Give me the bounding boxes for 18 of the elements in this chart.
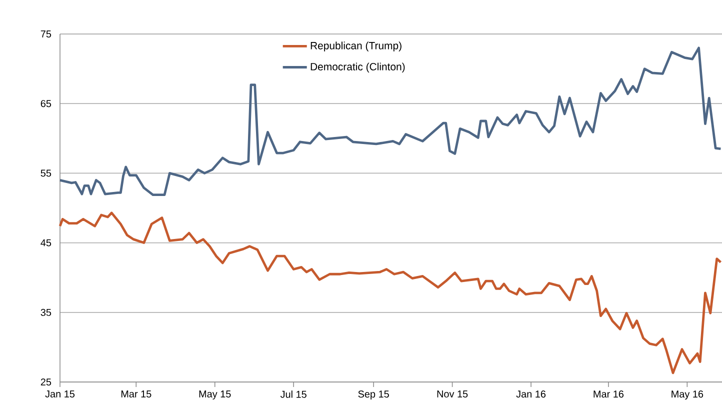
x-tick-label: Jul 15	[280, 390, 306, 398]
x-tick-label: Mar 15	[121, 390, 152, 398]
y-tick-label: 55	[40, 170, 52, 177]
y-tick-label: 25	[40, 378, 52, 386]
x-tick-label: May 15	[199, 390, 231, 400]
x-tick-label: Sep 15	[358, 390, 389, 400]
x-tick-label: Jan 15	[45, 390, 75, 398]
y-tick-label: 45	[40, 239, 52, 246]
x-tick-label: Jan 16	[516, 390, 546, 398]
legend-label: Republican (Trump)	[310, 42, 402, 52]
x-tick-label: Mar 16	[594, 390, 624, 398]
legend-label: Democratic (Clinton)	[310, 62, 405, 72]
y-tick-label: 75	[40, 30, 52, 38]
y-tick-label: 35	[40, 308, 52, 316]
y-tick-label: 65	[40, 100, 52, 108]
x-tick-label: Nov 15	[437, 390, 468, 398]
x-tick-label: May 16	[672, 390, 704, 400]
line-series	[58, 212, 722, 374]
